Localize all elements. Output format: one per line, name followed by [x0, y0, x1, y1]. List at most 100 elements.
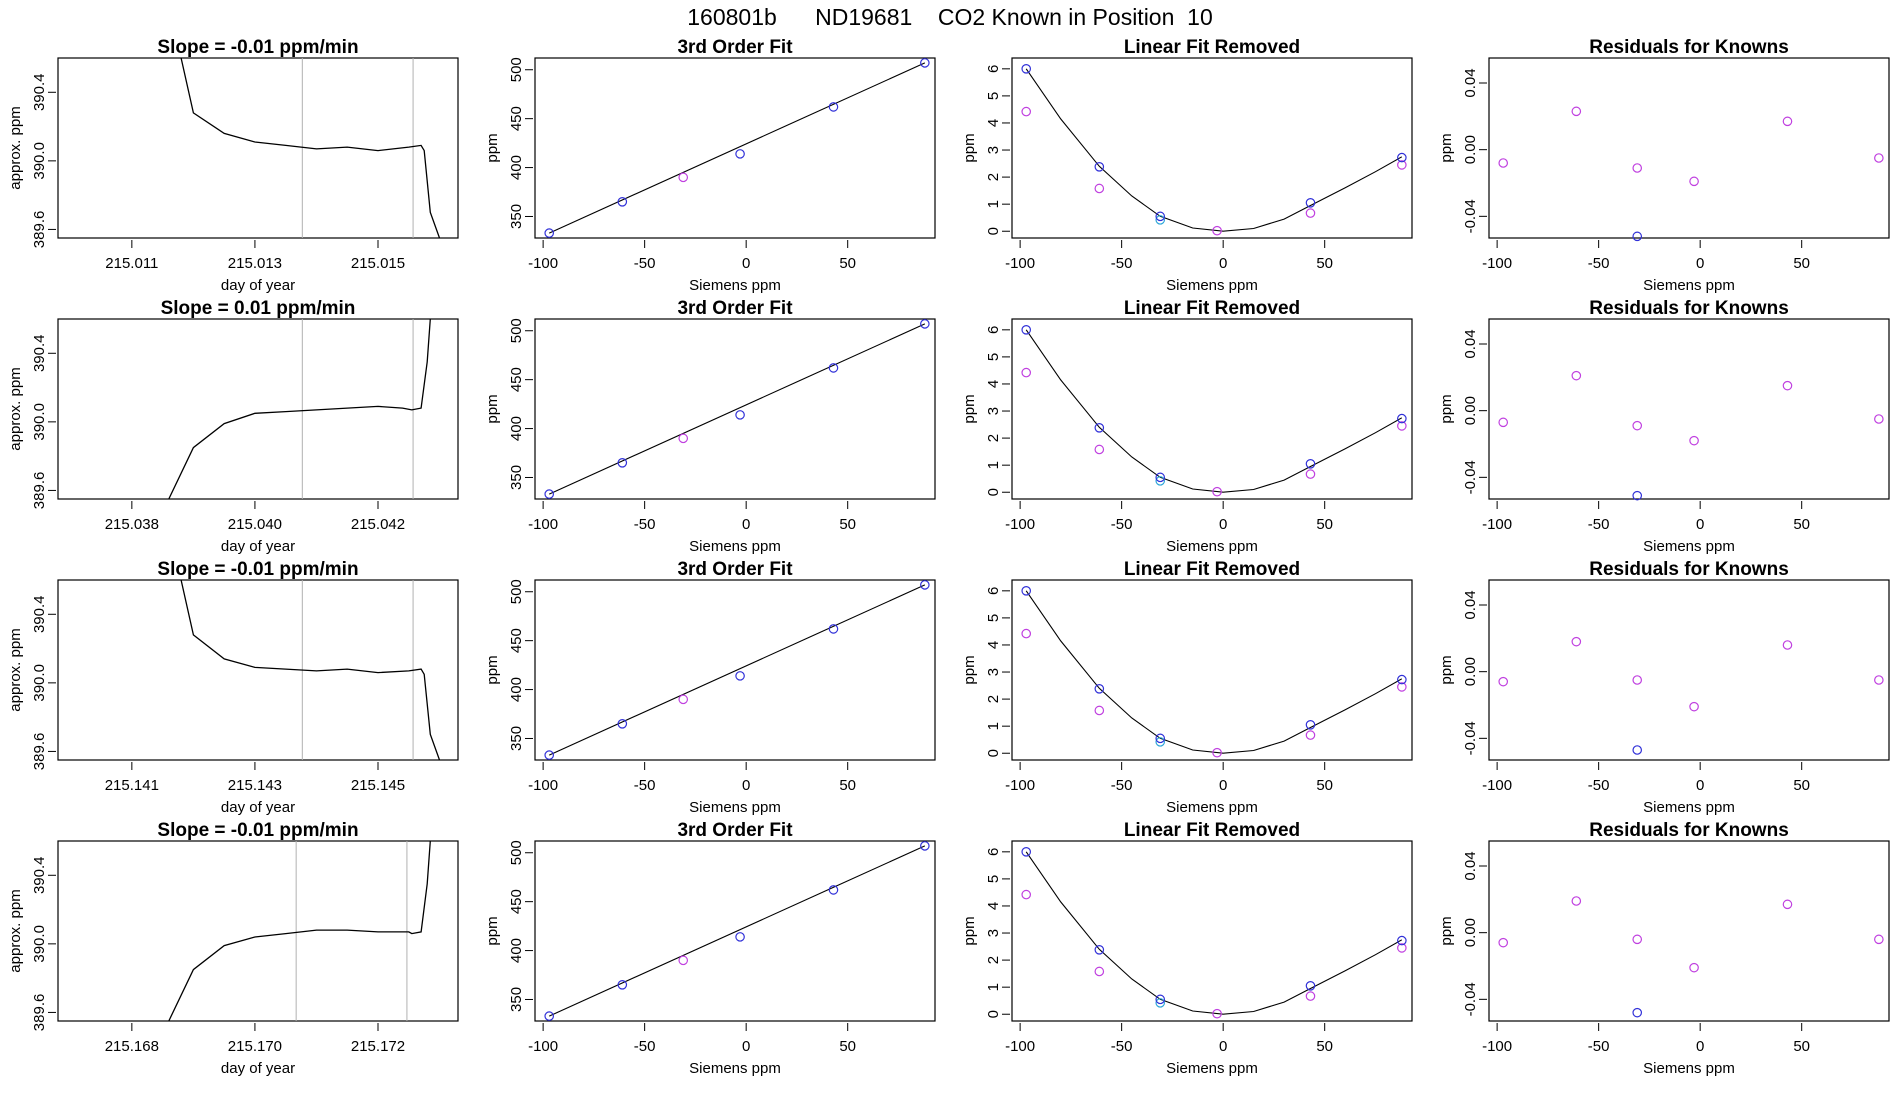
- data-point: [678, 694, 689, 705]
- data-point: [828, 624, 839, 634]
- fit-curve: [1025, 329, 1403, 493]
- data-point: [1305, 720, 1316, 730]
- x-tick-label: -50: [1111, 1038, 1133, 1055]
- data-point: [1632, 1007, 1643, 1018]
- x-tick-label: -100: [528, 255, 558, 272]
- data-point: [617, 980, 628, 990]
- y-tick-label: 3: [985, 929, 1002, 937]
- y-tick-label: 2: [985, 695, 1002, 703]
- y-tick-label: 0: [985, 749, 1002, 757]
- data-point: [920, 319, 930, 329]
- data-point: [1021, 889, 1032, 900]
- y-tick-label: 0.04: [1462, 329, 1479, 358]
- data-point: [1094, 162, 1105, 172]
- x-tick-label: 0: [742, 777, 750, 794]
- data-point: [735, 410, 745, 420]
- y-tick-label: 390.4: [31, 857, 48, 895]
- x-axis-label: Siemens ppm: [689, 799, 781, 816]
- y-tick-label: 500: [508, 840, 525, 865]
- data-point: [1632, 490, 1643, 501]
- x-tick-label: -100: [1005, 1038, 1035, 1055]
- plot-frame: [57, 57, 459, 239]
- x-tick-label: -100: [1482, 777, 1512, 794]
- x-tick-label: 50: [1793, 777, 1810, 794]
- y-tick-label: 3: [985, 668, 1002, 676]
- x-axis-label: day of year: [221, 1060, 295, 1077]
- data-point: [1094, 945, 1105, 955]
- data-point: [1094, 444, 1105, 455]
- data-point: [1094, 423, 1105, 433]
- data-point: [1874, 414, 1884, 424]
- panel-r0-c1: 3rd Order Fit Siemens ppm ppm -100 -50 0 50 350…: [484, 37, 936, 294]
- data-point: [1021, 367, 1032, 378]
- data-point: [1397, 682, 1407, 692]
- data-point: [735, 671, 745, 681]
- plot-frame: [1011, 840, 1413, 1022]
- data-point: [1155, 998, 1166, 1008]
- y-tick-label: 0: [985, 1010, 1002, 1018]
- data-point: [1397, 421, 1407, 431]
- x-axis-label: Siemens ppm: [1643, 277, 1735, 294]
- y-tick-label: -0.04: [1462, 721, 1479, 755]
- data-point: [1632, 745, 1643, 755]
- x-tick-label: 215.015: [351, 255, 405, 272]
- y-axis-label: ppm: [961, 916, 978, 945]
- data-point: [1632, 231, 1643, 242]
- y-tick-label: -0.04: [1462, 460, 1479, 494]
- x-tick-label: 0: [742, 255, 750, 272]
- panel-r0-c0: Slope = -0.01 ppm/min day of year approx. …: [7, 37, 459, 294]
- y-tick-label: 390.4: [31, 74, 48, 112]
- x-axis-label: day of year: [221, 277, 295, 294]
- x-tick-label: -100: [528, 1038, 558, 1055]
- y-tick-label: 400: [508, 677, 525, 702]
- data-point: [920, 58, 930, 68]
- y-tick-label: 1: [985, 461, 1002, 469]
- data-point: [617, 197, 628, 207]
- data-point: [1305, 469, 1316, 479]
- data-point: [1782, 380, 1793, 391]
- plot-frame: [1488, 57, 1890, 239]
- y-tick-label: 390.4: [31, 596, 48, 634]
- plot-area: [168, 841, 431, 1021]
- x-tick-label: -50: [1588, 777, 1610, 794]
- data-point: [1397, 152, 1407, 163]
- y-tick-label: 0: [985, 488, 1002, 496]
- y-axis-label: ppm: [1438, 916, 1455, 945]
- y-tick-label: 450: [508, 106, 525, 131]
- y-tick-label: 389.6: [31, 211, 48, 249]
- data-point: [1305, 991, 1316, 1001]
- data-point: [1571, 106, 1582, 117]
- y-tick-label: 0: [985, 227, 1002, 235]
- y-axis-label: ppm: [961, 655, 978, 684]
- x-tick-label: 0: [1219, 1038, 1227, 1055]
- panel-r0-c3: Residuals for Knowns Siemens ppm ppm -100 -5…: [1438, 37, 1890, 294]
- x-tick-label: -100: [528, 516, 558, 533]
- y-tick-label: 1: [985, 200, 1002, 208]
- data-point: [1155, 215, 1166, 225]
- x-tick-label: -50: [1111, 777, 1133, 794]
- data-point: [1632, 675, 1643, 685]
- y-tick-label: 390.0: [31, 664, 48, 702]
- x-tick-label: -100: [528, 777, 558, 794]
- data-point: [1571, 896, 1582, 906]
- panel-r3-c2: Linear Fit Removed Siemens ppm ppm -100 -50 0…: [961, 820, 1413, 1077]
- y-tick-label: 5: [985, 614, 1002, 622]
- x-tick-label: 215.038: [105, 516, 159, 533]
- data-series-line: [168, 319, 431, 499]
- y-tick-label: 390.0: [31, 403, 48, 441]
- plot-frame: [57, 318, 459, 500]
- x-tick-label: 50: [839, 1038, 856, 1055]
- data-point: [678, 433, 689, 444]
- y-tick-label: 389.6: [31, 472, 48, 510]
- panel-title: Slope = -0.01 ppm/min: [157, 37, 358, 58]
- y-tick-label: 6: [985, 848, 1002, 856]
- plot-frame: [1488, 579, 1890, 761]
- y-tick-label: 2: [985, 434, 1002, 442]
- panel-r2-c1: 3rd Order Fit Siemens ppm ppm -100 -50 0 50 350…: [484, 559, 936, 816]
- data-point: [1397, 935, 1407, 946]
- x-tick-label: 0: [1219, 516, 1227, 533]
- panel-title: Residuals for Knowns: [1589, 820, 1789, 841]
- x-tick-label: 215.013: [228, 255, 282, 272]
- x-tick-label: 0: [1219, 777, 1227, 794]
- panel-r2-c3: Residuals for Knowns Siemens ppm ppm -100 -5…: [1438, 559, 1890, 816]
